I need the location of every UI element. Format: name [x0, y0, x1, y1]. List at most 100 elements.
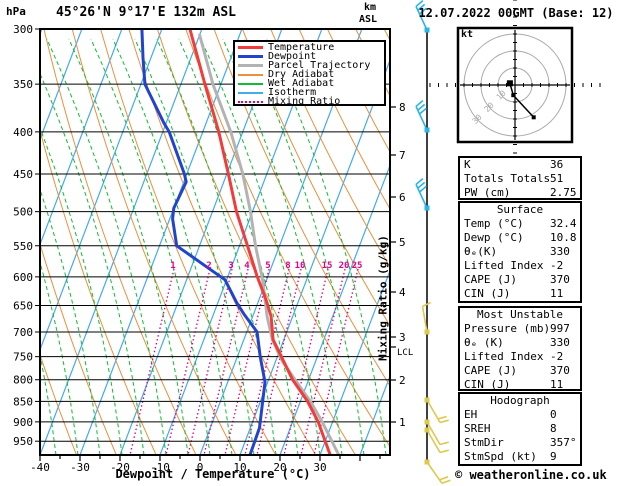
mixing-ratio-label: 25 [352, 261, 363, 271]
mixing-ratio-label: 1 [170, 261, 175, 271]
temp-tick-label: 10 [233, 461, 246, 474]
stat-label: Dewp (°C) [464, 231, 524, 244]
hodograph-unit-label: kt [461, 29, 474, 40]
stat-label: CIN (J) [464, 287, 511, 300]
legend-label: Wet Adiabat [268, 78, 335, 89]
stat-row: CAPE (J) 370 [460, 273, 580, 287]
legend-label: Mixing Ratio [268, 96, 341, 107]
stat-label: CAPE (J) [464, 273, 517, 286]
pressure-tick-label: 550 [13, 240, 33, 253]
legend-swatch [238, 73, 263, 76]
wind-barb [421, 301, 431, 335]
stat-row: StmDir 357° [460, 436, 580, 450]
altitude-tick-label: 5 [399, 236, 406, 249]
pressure-tick-label: 700 [13, 326, 33, 339]
stat-label: CIN (J) [464, 378, 511, 391]
wind-barb [415, 0, 430, 33]
temp-tick-label: -40 [30, 461, 50, 474]
stat-value: 357° [550, 436, 577, 449]
temp-tick-label: -30 [70, 461, 90, 474]
mixing-ratio-label: 15 [322, 261, 333, 271]
stat-value: 51 [550, 172, 564, 185]
stat-label: SREH [464, 422, 491, 435]
stat-row: EH 0 [460, 408, 580, 422]
altitude-tick-label: 6 [399, 191, 406, 204]
stat-label: Pressure (mb) [464, 322, 551, 335]
altitude-tick-label: 1 [399, 416, 406, 429]
pressure-tick-label: 300 [13, 23, 33, 36]
legend-swatch [238, 64, 263, 67]
legend-item: Dry Adiabat [235, 69, 384, 80]
mixing-ratio-label: 8 [285, 261, 290, 271]
legend-label: Parcel Trajectory [268, 60, 371, 71]
pressure-tick-label: 750 [13, 351, 33, 364]
altitude-tick-label: 4 [399, 286, 406, 299]
stat-label: CAPE (J) [464, 364, 517, 377]
stat-row: θₑ(K) 330 [460, 245, 580, 259]
wind-barb [424, 397, 449, 424]
stat-value: 11 [550, 287, 564, 300]
stat-value: 2.75 [550, 186, 577, 199]
stats-surface-box: Surface Temp (°C) 32.4 Dewp (°C) 10.8 θₑ(K) 33… [458, 201, 582, 303]
stat-row: Temp (°C) 32.4 [460, 217, 580, 231]
altitude-tick-label: 3 [399, 331, 406, 344]
legend-item: Wet Adiabat [235, 78, 384, 89]
pressure-tick-label: 800 [13, 374, 33, 387]
stat-label: Totals Totals [464, 172, 551, 185]
stats-indices-box: K 36 Totals Totals 51 PW (cm) 2.75 [458, 156, 582, 200]
pressure-tick-label: 950 [13, 435, 33, 448]
stat-row: SREH 8 [460, 422, 580, 436]
legend-swatch [238, 82, 263, 85]
sounding-curves [140, 29, 340, 455]
stat-row: CIN (J) 11 [460, 378, 580, 392]
legend-item: Isotherm [235, 88, 384, 98]
stat-row: StmSpd (kt) 9 [460, 450, 580, 464]
legend-label: Dewpoint [268, 51, 317, 62]
stat-label: PW (cm) [464, 186, 511, 199]
altitude-tick-label: 8 [399, 101, 406, 114]
legend-item: Temperature [235, 42, 384, 53]
mixing-ratio-label: 5 [265, 261, 270, 271]
mixing-ratio-label: 10 [295, 261, 306, 271]
mixing-ratio-value-labels: 1 2 3 4 5 8 10 15 20 25 [170, 261, 362, 271]
legend-swatch [238, 100, 263, 103]
stat-row: Pressure (mb) 997 [460, 322, 580, 336]
date-title: 12.07.2022 00GMT (Base: 12) [418, 6, 614, 20]
stats-hodograph-box: Hodograph EH 0 SREH 8 StmDir 357° StmSpd (kt) 9 [458, 392, 582, 466]
legend-label: Temperature [268, 42, 335, 53]
copyright: © weatheronline.co.uk [455, 468, 607, 482]
stat-value: -2 [550, 350, 564, 363]
wind-barb [424, 459, 451, 485]
stat-value: 997 [550, 322, 570, 335]
legend-label: Dry Adiabat [268, 69, 335, 80]
stat-row: Totals Totals 51 [460, 172, 580, 186]
stat-box-title: Hodograph [490, 394, 550, 407]
temp-tick-label: 20 [273, 461, 286, 474]
stat-value: 0 [550, 408, 557, 421]
mixing-ratio-label: 4 [244, 261, 250, 271]
stat-row: K 36 [460, 158, 580, 172]
legend-swatch [238, 46, 263, 49]
stat-label: Temp (°C) [464, 217, 524, 230]
stat-box-title: Surface [496, 203, 544, 216]
stat-value: 11 [550, 378, 564, 391]
mixing-ratio-label: 2 [206, 261, 211, 271]
stat-value: 330 [550, 245, 570, 258]
stat-row: θₑ (K) 330 [460, 336, 580, 350]
legend-item: Mixing Ratio [235, 96, 384, 107]
stat-value: -2 [550, 259, 564, 272]
stat-label: Lifted Index [464, 259, 544, 272]
stat-label: Lifted Index [464, 350, 544, 363]
stat-row: Lifted Index -2 [460, 259, 580, 273]
wind-barb [415, 100, 430, 133]
altitude-tick-label: 7 [399, 149, 406, 162]
pressure-tick-label: 600 [13, 271, 33, 284]
wind-barb [424, 427, 449, 454]
stat-row: Dewp (°C) 10.8 [460, 231, 580, 245]
mixing-ratio-label: 3 [228, 261, 233, 271]
legend-swatch [238, 91, 263, 94]
stat-value: 32.4 [550, 217, 577, 230]
mixing-ratio-axis-caption: Mixing Ratio (g/kg) [376, 235, 390, 361]
